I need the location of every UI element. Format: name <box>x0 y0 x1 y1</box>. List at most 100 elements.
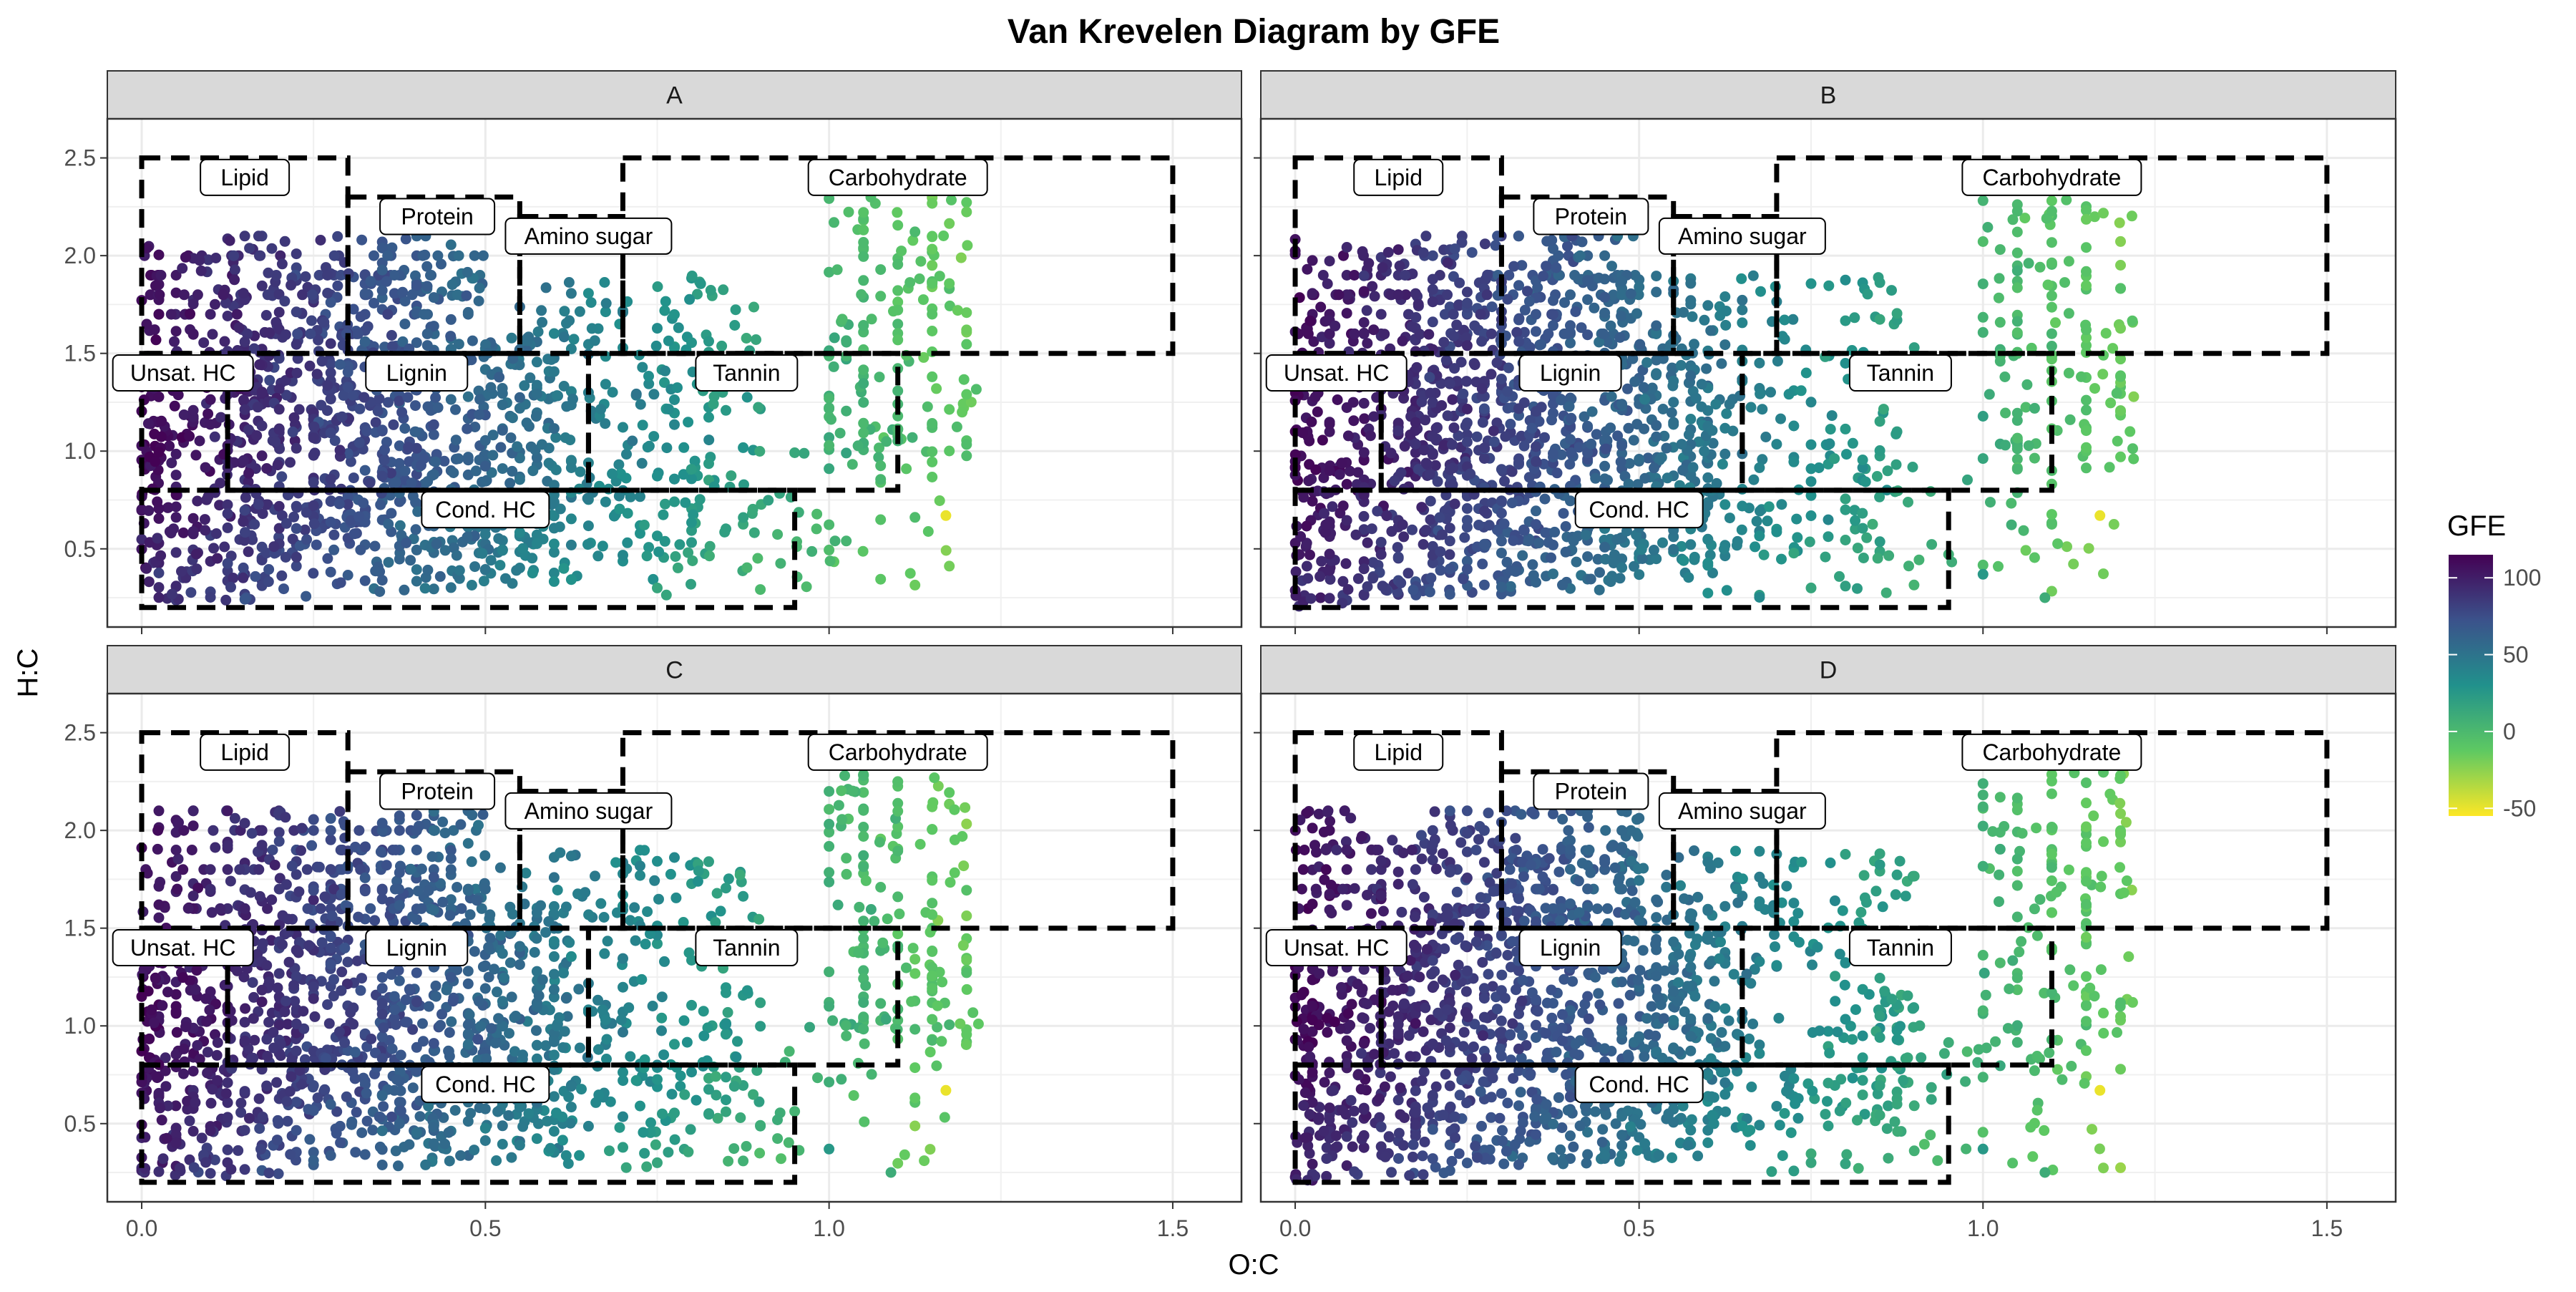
data-point <box>841 853 852 863</box>
data-point <box>1868 519 1878 530</box>
data-point <box>1754 592 1765 603</box>
data-point <box>1496 464 1507 475</box>
data-point <box>1531 505 1541 516</box>
data-point <box>413 885 424 896</box>
data-point <box>927 1035 937 1046</box>
data-point <box>391 1019 401 1030</box>
data-point <box>243 546 254 557</box>
data-point <box>274 968 285 979</box>
data-point <box>557 1135 568 1145</box>
data-point <box>240 492 251 503</box>
data-point <box>2064 368 2074 379</box>
data-point <box>1324 465 1335 476</box>
data-point <box>610 858 621 868</box>
data-point <box>1702 535 1713 545</box>
data-point <box>429 292 439 303</box>
data-point <box>291 1046 302 1057</box>
data-point <box>443 1046 454 1057</box>
data-point <box>1678 555 1689 566</box>
data-point <box>1587 407 1598 417</box>
data-point <box>317 356 328 366</box>
data-point <box>1886 285 1897 296</box>
data-point <box>1626 288 1636 299</box>
data-point <box>223 558 233 569</box>
data-point <box>1582 551 1593 562</box>
data-point <box>2024 440 2034 451</box>
data-point <box>1903 497 1913 507</box>
data-point <box>2029 553 2040 563</box>
data-point <box>229 274 240 285</box>
data-point <box>875 474 886 485</box>
data-point <box>326 567 336 578</box>
data-point <box>590 335 600 346</box>
data-point <box>599 948 610 959</box>
data-point <box>375 1112 386 1122</box>
data-point <box>1788 421 1799 432</box>
data-point <box>249 519 260 530</box>
data-point <box>1890 429 1901 439</box>
data-point <box>205 394 216 405</box>
data-point <box>302 864 313 875</box>
data-point <box>956 253 967 263</box>
data-point <box>1801 368 1812 379</box>
data-point <box>1377 581 1388 591</box>
data-point <box>291 1019 302 1029</box>
data-point <box>305 361 316 371</box>
data-point <box>564 277 575 288</box>
data-point <box>944 218 955 229</box>
data-point <box>721 1029 731 1039</box>
data-point <box>446 394 457 405</box>
data-point <box>721 1107 731 1117</box>
data-point <box>358 497 369 508</box>
data-point <box>428 1122 439 1132</box>
data-point <box>1722 585 1732 596</box>
y-tick-label: 1.0 <box>64 438 96 464</box>
data-point <box>1514 314 1525 324</box>
data-point <box>600 379 611 389</box>
data-point <box>833 900 844 910</box>
data-point <box>1806 278 1817 289</box>
data-point <box>1320 520 1331 530</box>
data-point <box>326 1150 336 1161</box>
data-point <box>1551 263 1561 273</box>
data-point <box>1651 369 1662 380</box>
data-point <box>874 371 885 382</box>
data-point <box>592 550 603 561</box>
data-point <box>492 986 502 997</box>
data-point <box>648 431 659 442</box>
data-point <box>1479 580 1490 591</box>
data-point <box>1754 358 1765 369</box>
data-point <box>961 197 972 208</box>
data-point <box>1445 589 1455 600</box>
data-point <box>343 382 353 392</box>
data-point <box>2046 519 2057 530</box>
data-point <box>1302 521 1312 532</box>
data-point <box>1407 525 1418 535</box>
data-point <box>266 895 277 905</box>
data-point <box>391 1074 402 1085</box>
data-point <box>944 1019 955 1030</box>
data-point <box>881 436 892 447</box>
region-label: Tannin <box>696 355 797 391</box>
data-point <box>510 1011 521 1021</box>
data-point <box>602 1034 613 1045</box>
data-point <box>326 517 336 528</box>
data-point <box>656 1026 667 1036</box>
data-point <box>497 1120 508 1131</box>
data-point <box>532 1133 542 1144</box>
data-point <box>150 973 161 984</box>
data-point <box>480 1135 491 1146</box>
data-point <box>257 542 268 553</box>
data-point <box>514 527 525 538</box>
data-point <box>669 394 680 405</box>
data-point <box>1616 290 1627 301</box>
data-point <box>188 820 199 831</box>
data-point <box>549 538 560 549</box>
data-point <box>1359 328 1370 339</box>
data-point <box>497 545 508 555</box>
data-point <box>190 450 201 460</box>
data-point <box>1875 536 1885 547</box>
data-point <box>755 584 766 595</box>
